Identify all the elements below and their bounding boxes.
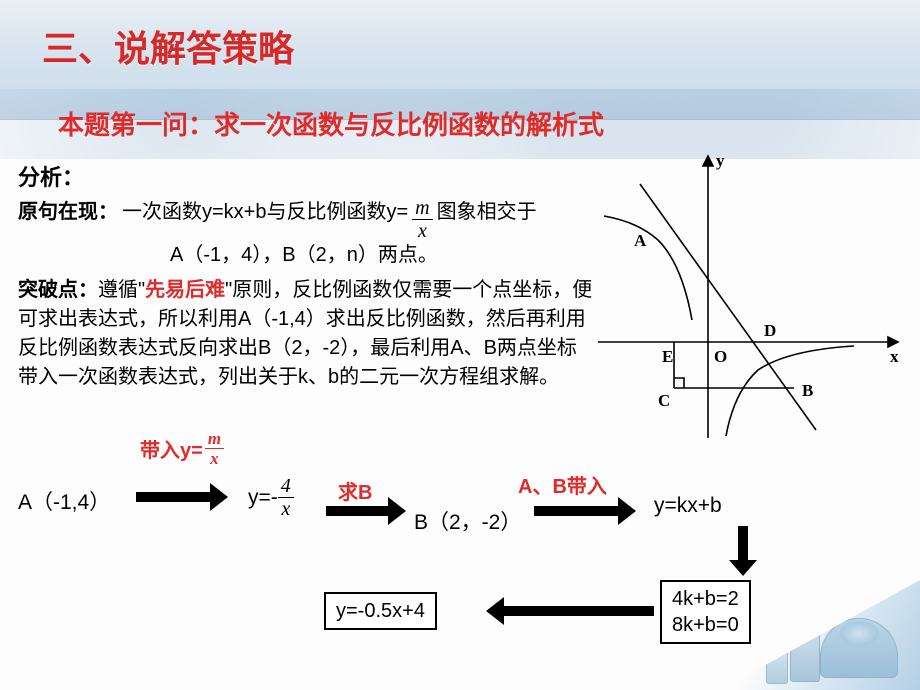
origin-label: O <box>714 347 727 366</box>
breakthrough-block: 突破点：遵循"先易后难"原则，反比例函数仅需要一个点坐标，便可求出表达式，所以利… <box>18 276 594 392</box>
sub-title: 本题第一问：求一次函数与反比例函数的解析式 <box>58 105 604 142</box>
orig-prefix: 原句在现： <box>18 198 118 227</box>
frac-denominator: x <box>415 220 430 241</box>
break-t1: 遵循" <box>98 279 145 301</box>
diagram-svg: y x A B C D E O <box>598 150 904 440</box>
flow-sub-frac-num: m <box>205 430 224 449</box>
flow-eq-pre: y=- <box>248 486 278 510</box>
axis-x-label: x <box>890 347 899 366</box>
system-line2: 8k+b=0 <box>672 612 739 638</box>
flow-node-ykxb: y=kx+b <box>654 494 722 518</box>
arrow-4 <box>734 526 752 576</box>
coordinate-diagram: y x A B C D E O <box>598 150 904 440</box>
fraction-m-over-x: m x <box>412 198 432 241</box>
flow-label-findB: 求B <box>338 476 372 505</box>
flow-node-eq: y=- 4 x <box>248 476 294 519</box>
point-C-label: C <box>658 391 670 410</box>
flow-diagram: 带入y= m x A（-1,4） y=- 4 x 求B B（2，-2） A、B带… <box>18 430 902 665</box>
break-principle: 先易后难 <box>145 279 225 301</box>
arrow-3 <box>534 502 636 520</box>
point-B-label: B <box>802 381 813 400</box>
flow-eq-frac: 4 x <box>278 476 294 519</box>
flow-box-system: 4k+b=2 8k+b=0 <box>660 580 751 644</box>
flow-box-result: y=-0.5x+4 <box>324 592 437 630</box>
system-line1: 4k+b=2 <box>672 586 739 612</box>
orig-line1-post: 图象相交于 <box>437 198 537 227</box>
flow-label-substitute: 带入y= m x <box>140 430 224 467</box>
point-D-label: D <box>764 321 776 340</box>
flow-frac-mx: m x <box>205 430 224 467</box>
point-A-label: A <box>634 231 647 250</box>
point-E-label: E <box>662 347 673 366</box>
flow-sub-frac-den: x <box>207 449 222 467</box>
arrow-2 <box>326 502 406 520</box>
section-title: 三、说解答策略 <box>42 20 294 72</box>
flow-label-sub-text: 带入y= <box>140 434 203 463</box>
arrow-1 <box>136 488 228 506</box>
flow-label-AB-sub: A、B带入 <box>518 470 607 499</box>
slide-page: 三、说解答策略 本题第一问：求一次函数与反比例函数的解析式 分析： 原句在现： … <box>0 0 920 690</box>
flow-node-B: B（2，-2） <box>414 506 521 536</box>
breakthrough-text: 突破点：遵循"先易后难"原则，反比例函数仅需要一个点坐标，便可求出表达式，所以利… <box>18 276 594 392</box>
result-text: y=-0.5x+4 <box>336 600 425 622</box>
flow-eq-frac-num: 4 <box>278 476 294 498</box>
break-prefix: 突破点： <box>18 279 98 301</box>
frac-numerator: m <box>412 198 432 220</box>
axis-y-label: y <box>716 151 725 170</box>
arrow-5 <box>486 602 654 620</box>
orig-line1-pre: 一次函数y=kx+b与反比例函数y= <box>122 198 408 227</box>
flow-eq-frac-den: x <box>278 498 293 519</box>
flow-node-A: A（-1,4） <box>18 486 110 516</box>
